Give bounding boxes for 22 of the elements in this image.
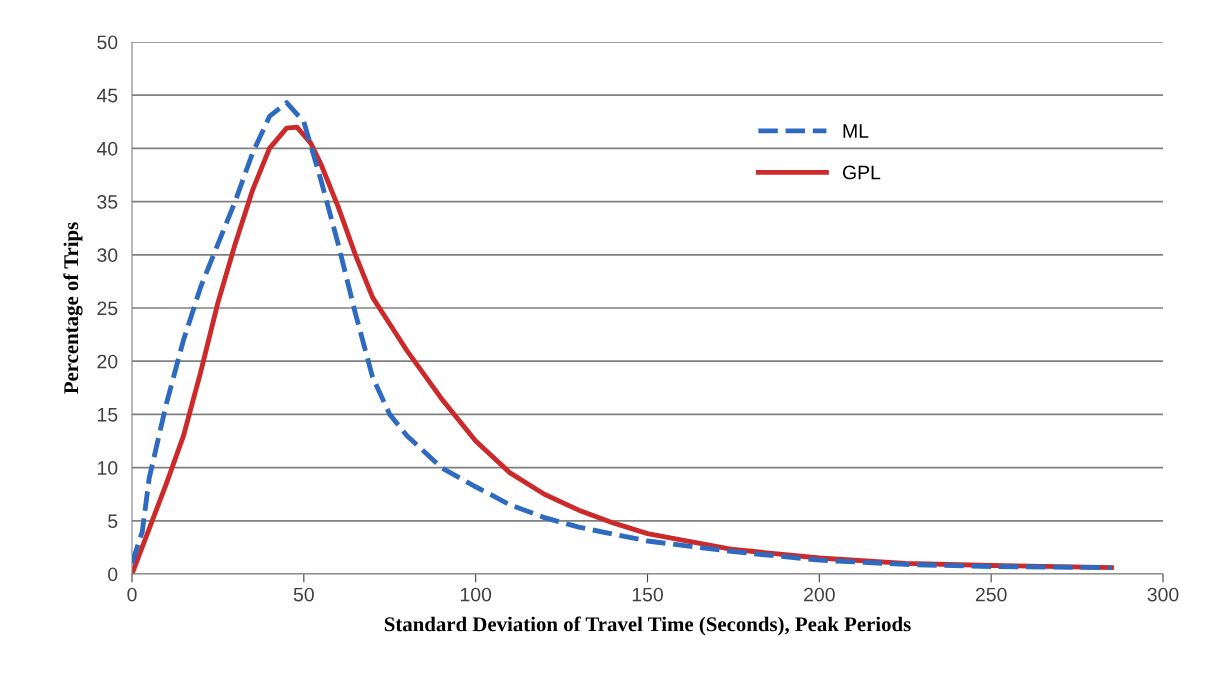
x-tick-label: 300 [1147,587,1179,602]
x-tick-label: 0 [127,587,137,602]
y-tick-label: 20 [97,354,118,369]
legend-label: GPL [842,165,881,180]
y-tick-label: 0 [108,567,118,582]
y-tick-label: 35 [97,195,118,209]
y-tick-label: 30 [97,248,118,263]
y-tick-label: 50 [97,35,118,50]
x-axis-title: Standard Deviation of Travel Time (Seconds), Peak Periods [384,616,911,636]
x-tick-label: 250 [975,587,1007,602]
y-tick-label: 10 [97,461,118,475]
y-axis-title: Percentage of Trips [63,222,83,394]
y-tick-label: 5 [108,514,118,529]
x-tick-label: 200 [804,587,835,602]
y-tick-label: 40 [96,141,118,156]
x-tick-label: 150 [632,587,663,602]
y-tick-label: 25 [97,301,118,316]
x-tick-label: 100 [460,587,492,602]
y-tick-label: 15 [97,408,118,422]
x-tick-label: 50 [293,587,314,602]
y-tick-label: 45 [96,88,118,103]
legend-label: ML [843,124,869,138]
